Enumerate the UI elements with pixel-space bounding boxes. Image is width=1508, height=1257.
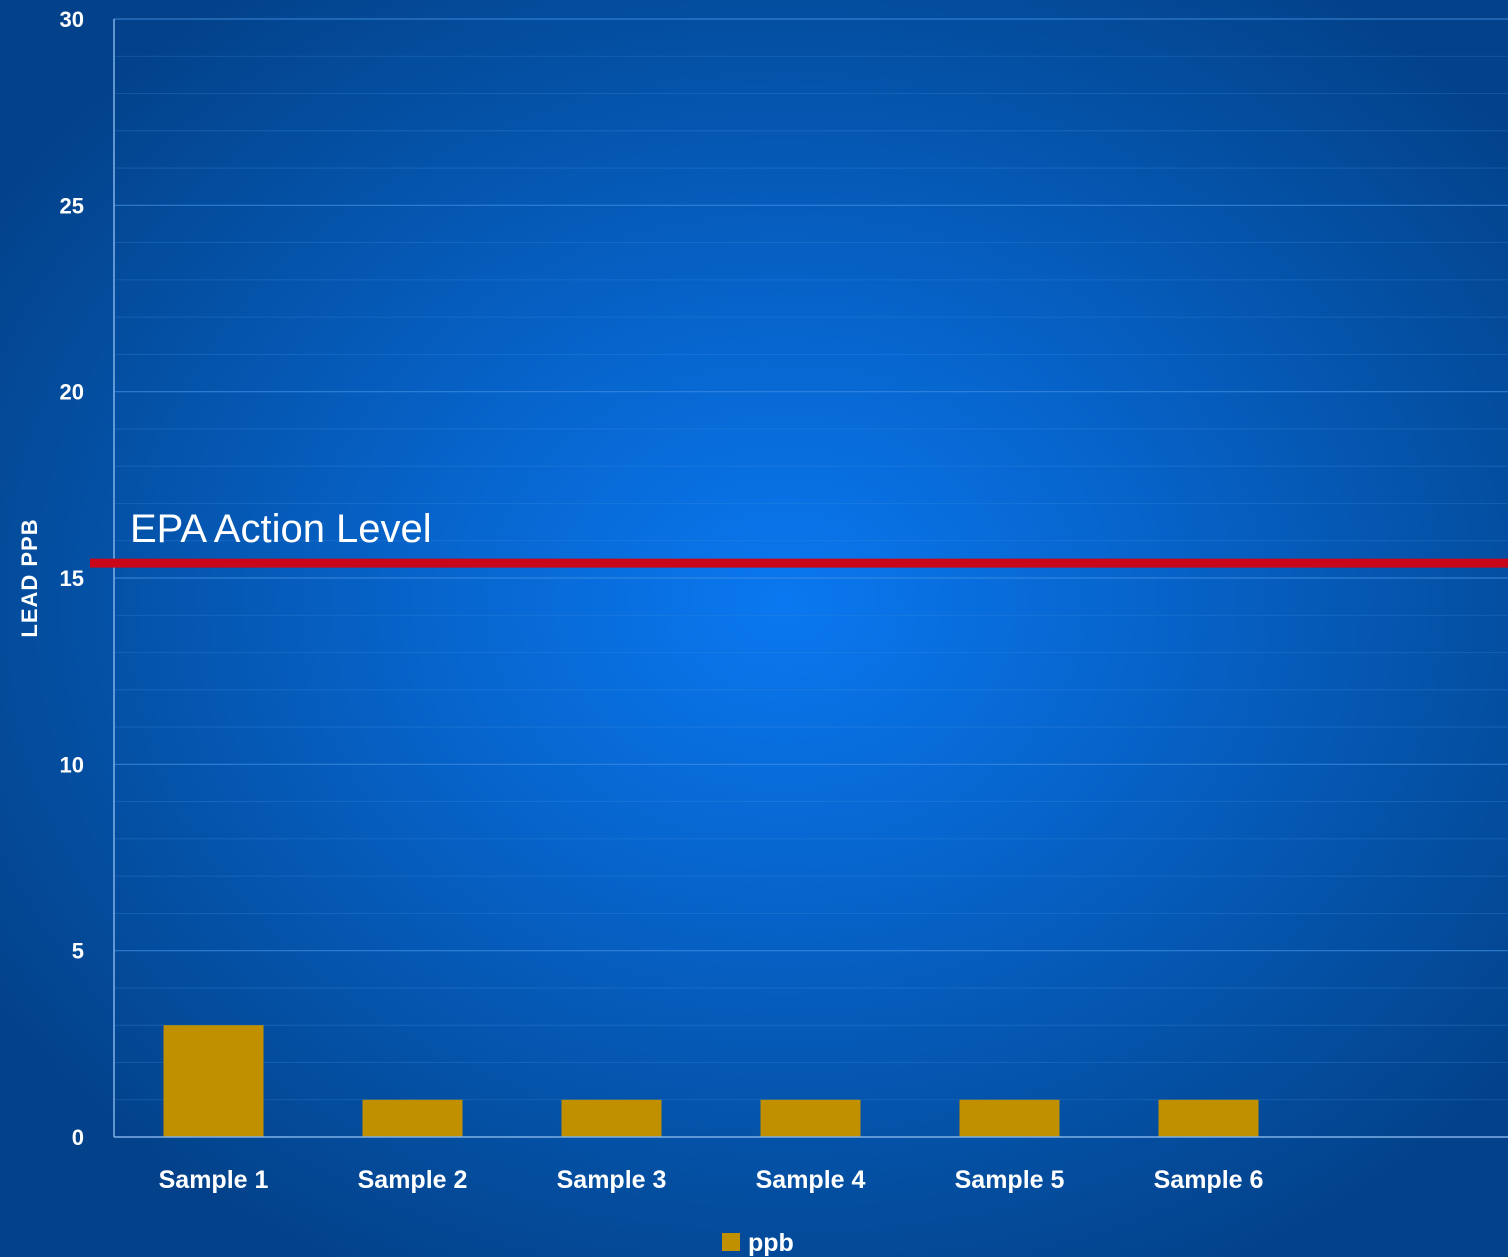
y-tick-labels: 0 5 10 15 20 25 30	[60, 7, 84, 1150]
y-axis-title: LEAD PPB	[17, 518, 42, 637]
reference-line-group: EPA Action Level	[90, 507, 1508, 568]
bars	[163, 1025, 1259, 1137]
axes	[113, 19, 1508, 1138]
bar	[163, 1025, 264, 1137]
bar	[561, 1099, 662, 1137]
x-tick-label: Sample 3	[557, 1166, 667, 1194]
y-tick-label: 0	[72, 1125, 84, 1150]
x-tick-label: Sample 4	[756, 1166, 866, 1194]
x-tick-label: Sample 1	[159, 1166, 269, 1194]
bar	[362, 1099, 463, 1137]
legend-swatch	[722, 1233, 740, 1251]
gridlines	[114, 18, 1508, 1101]
y-tick-label: 15	[60, 566, 84, 591]
y-tick-label: 10	[60, 752, 84, 777]
x-tick-labels: Sample 1 Sample 2 Sample 3 Sample 4 Sample 5…	[159, 1166, 1264, 1194]
epa-action-level-label: EPA Action Level	[130, 507, 432, 551]
x-tick-label: Sample 2	[358, 1166, 468, 1194]
legend: ppb	[722, 1229, 794, 1257]
bar	[1158, 1099, 1259, 1137]
bar	[760, 1099, 861, 1137]
y-tick-label: 30	[60, 7, 84, 32]
x-tick-label: Sample 5	[955, 1166, 1065, 1194]
x-tick-label: Sample 6	[1154, 1166, 1264, 1194]
y-tick-label: 5	[72, 939, 84, 964]
y-tick-label: 25	[60, 193, 84, 218]
y-tick-label: 20	[60, 380, 84, 405]
legend-label: ppb	[748, 1229, 794, 1257]
bar	[959, 1099, 1060, 1137]
